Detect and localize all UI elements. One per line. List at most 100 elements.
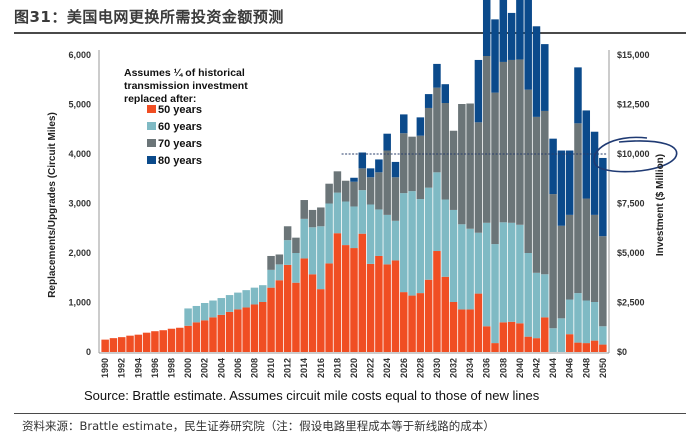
- legend-swatch-50-years: [147, 105, 156, 113]
- bar-2042-70-years: [532, 116, 541, 273]
- bar-2009-50-years: [259, 302, 267, 352]
- bar-2003-60-years: [209, 300, 217, 318]
- bar-2030-80-years: [433, 63, 441, 88]
- bar-2011-50-years: [275, 280, 284, 353]
- bar-2023-80-years: [375, 159, 383, 173]
- bar-2010-60-years: [267, 269, 275, 288]
- bar-2050-70-years: [599, 236, 607, 327]
- bar-2039-70-years: [507, 59, 516, 223]
- bar-2023-70-years: [375, 172, 383, 210]
- bar-2008-60-years: [250, 287, 259, 305]
- bar-2039-80-years: [507, 12, 516, 60]
- bar-2039-50-years: [507, 321, 516, 353]
- bar-2024-50-years: [383, 264, 391, 352]
- bar-2017-50-years: [325, 263, 333, 352]
- bar-2044-80-years: [549, 138, 557, 195]
- bar-2032-60-years: [449, 209, 458, 303]
- bar-2041-50-years: [524, 336, 532, 352]
- figure-title: 图31：美国电网更换所需投资金额预测: [14, 8, 284, 26]
- bar-2013-50-years: [292, 282, 300, 352]
- bar-1995-50-years: [142, 332, 151, 352]
- bar-2012-60-years: [283, 240, 292, 265]
- legend-label-60-years: 60 years: [158, 121, 202, 133]
- bar-2012-70-years: [283, 226, 292, 241]
- bar-2050-80-years: [599, 157, 607, 237]
- bar-1990-50-years: [101, 339, 109, 353]
- x-tick-label: 2036: [482, 358, 492, 378]
- hand-drawn-circle-annotation: [593, 136, 678, 173]
- bar-2020-70-years: [350, 181, 358, 207]
- bar-2040-80-years: [516, 0, 524, 60]
- y-tick-right: $5,000: [617, 248, 645, 258]
- x-tick-label: 2026: [399, 358, 409, 378]
- bar-2024-60-years: [383, 214, 391, 265]
- bar-2027-60-years: [408, 191, 416, 296]
- legend-title-line-3: replaced after:: [124, 93, 196, 105]
- bar-1994-50-years: [134, 334, 143, 352]
- x-tick-label: 2048: [581, 358, 591, 378]
- y-tick-left: 4,000: [68, 149, 91, 159]
- bar-2050-50-years: [599, 344, 607, 352]
- bar-2009-60-years: [259, 285, 267, 303]
- x-tick-label: 2000: [183, 358, 193, 378]
- bar-2022-60-years: [366, 204, 375, 264]
- bar-2025-60-years: [391, 220, 400, 261]
- bar-2013-60-years: [292, 253, 300, 283]
- bar-2000-60-years: [184, 308, 192, 326]
- bar-1996-50-years: [151, 331, 159, 352]
- bar-2014-70-years: [300, 200, 308, 219]
- bar-2011-70-years: [275, 254, 284, 265]
- bar-2037-70-years: [491, 92, 499, 245]
- bar-2016-60-years: [317, 226, 325, 290]
- x-tick-label: 2012: [283, 358, 293, 378]
- bar-2042-50-years: [532, 338, 541, 352]
- bar-2034-70-years: [466, 103, 474, 229]
- x-tick-label: 2044: [548, 358, 558, 378]
- bar-2011-60-years: [275, 264, 284, 281]
- bar-2047-60-years: [574, 293, 582, 343]
- bar-2028-60-years: [416, 199, 425, 294]
- x-tick-label: 2016: [316, 358, 326, 378]
- bar-2047-80-years: [574, 67, 582, 124]
- bar-2034-60-years: [466, 228, 474, 310]
- legend-swatch-80-years: [147, 156, 156, 164]
- bar-2017-60-years: [325, 203, 333, 264]
- y-tick-left: 5,000: [68, 100, 91, 110]
- bar-2048-60-years: [582, 300, 591, 344]
- legend-swatch-70-years: [147, 139, 156, 147]
- bar-2049-80-years: [590, 131, 599, 215]
- bar-2043-50-years: [541, 317, 549, 352]
- x-tick-label: 2032: [449, 358, 459, 378]
- x-tick-label: 2034: [465, 358, 475, 378]
- y-tick-right: $0: [617, 347, 627, 357]
- y-axis-label-right: Investment ($ Million): [655, 154, 666, 256]
- bar-2041-80-years: [524, 0, 532, 90]
- bar-2046-50-years: [565, 334, 574, 352]
- x-tick-label: 2006: [233, 358, 243, 378]
- bar-2040-50-years: [516, 323, 524, 352]
- bar-2024-80-years: [383, 133, 391, 151]
- bar-2044-60-years: [549, 328, 557, 352]
- bar-2031-70-years: [441, 103, 449, 200]
- x-tick-label: 2028: [415, 358, 425, 378]
- x-tick-label: 2020: [349, 358, 359, 378]
- bar-2022-70-years: [366, 177, 375, 205]
- legend-title-line-1: Assumes ¼ of historical: [124, 67, 245, 79]
- bar-2019-70-years: [341, 180, 350, 202]
- bar-2018-60-years: [333, 192, 342, 234]
- bar-2010-50-years: [267, 287, 275, 352]
- bar-2033-50-years: [458, 309, 466, 352]
- y-tick-right: $2,500: [617, 298, 645, 308]
- bar-2019-60-years: [341, 201, 350, 246]
- bar-2035-70-years: [474, 122, 483, 233]
- legend-label-50-years: 50 years: [158, 104, 202, 116]
- bar-2028-80-years: [416, 117, 425, 136]
- bar-2000-50-years: [184, 325, 192, 352]
- bar-2012-50-years: [283, 264, 292, 352]
- bar-2020-60-years: [350, 206, 358, 249]
- y-tick-right: $15,000: [617, 50, 650, 60]
- bars-group: [101, 0, 607, 353]
- x-tick-label: 2008: [250, 358, 260, 378]
- bar-2048-50-years: [582, 343, 591, 352]
- bar-2043-80-years: [541, 44, 549, 111]
